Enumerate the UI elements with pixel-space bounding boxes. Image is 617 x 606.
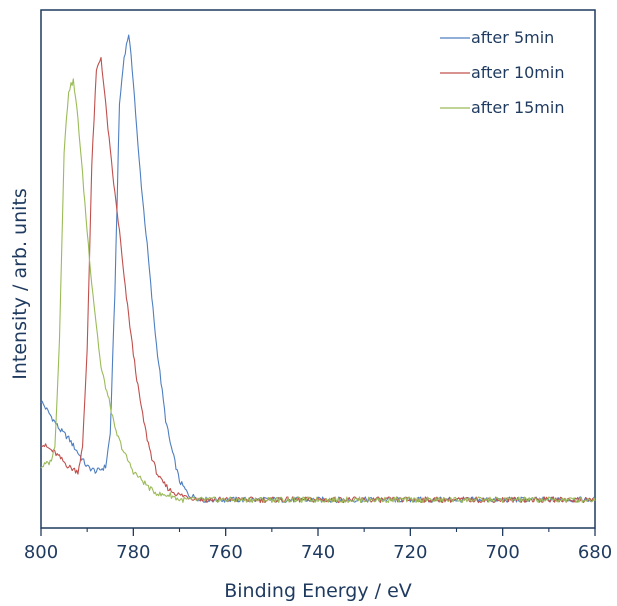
x-tick-label-800: 800 [24, 542, 58, 563]
x-tick-label-780: 780 [116, 542, 150, 563]
legend-label-3: after 15min [471, 98, 564, 117]
x-tick-label-760: 760 [208, 542, 242, 563]
legend-label-1: after 5min [471, 28, 554, 47]
series-line-2 [40, 56, 596, 504]
plot-area-frame [40, 9, 596, 529]
x-tick-label-680: 680 [578, 542, 612, 563]
y-axis-title: Intensity / arb. units [9, 188, 31, 379]
series-layer [40, 34, 596, 504]
x-axis-ticks: 800 780 760 740 720 700 680 [24, 528, 612, 563]
x-tick-label-720: 720 [393, 542, 427, 563]
x-tick-label-700: 700 [485, 542, 519, 563]
legend-label-2: after 10min [471, 63, 564, 82]
series-line-3 [40, 78, 596, 504]
x-tick-label-740: 740 [301, 542, 335, 563]
legend: after 5min after 10min after 15min [440, 28, 564, 117]
x-axis-title: Binding Energy / eV [224, 580, 412, 602]
